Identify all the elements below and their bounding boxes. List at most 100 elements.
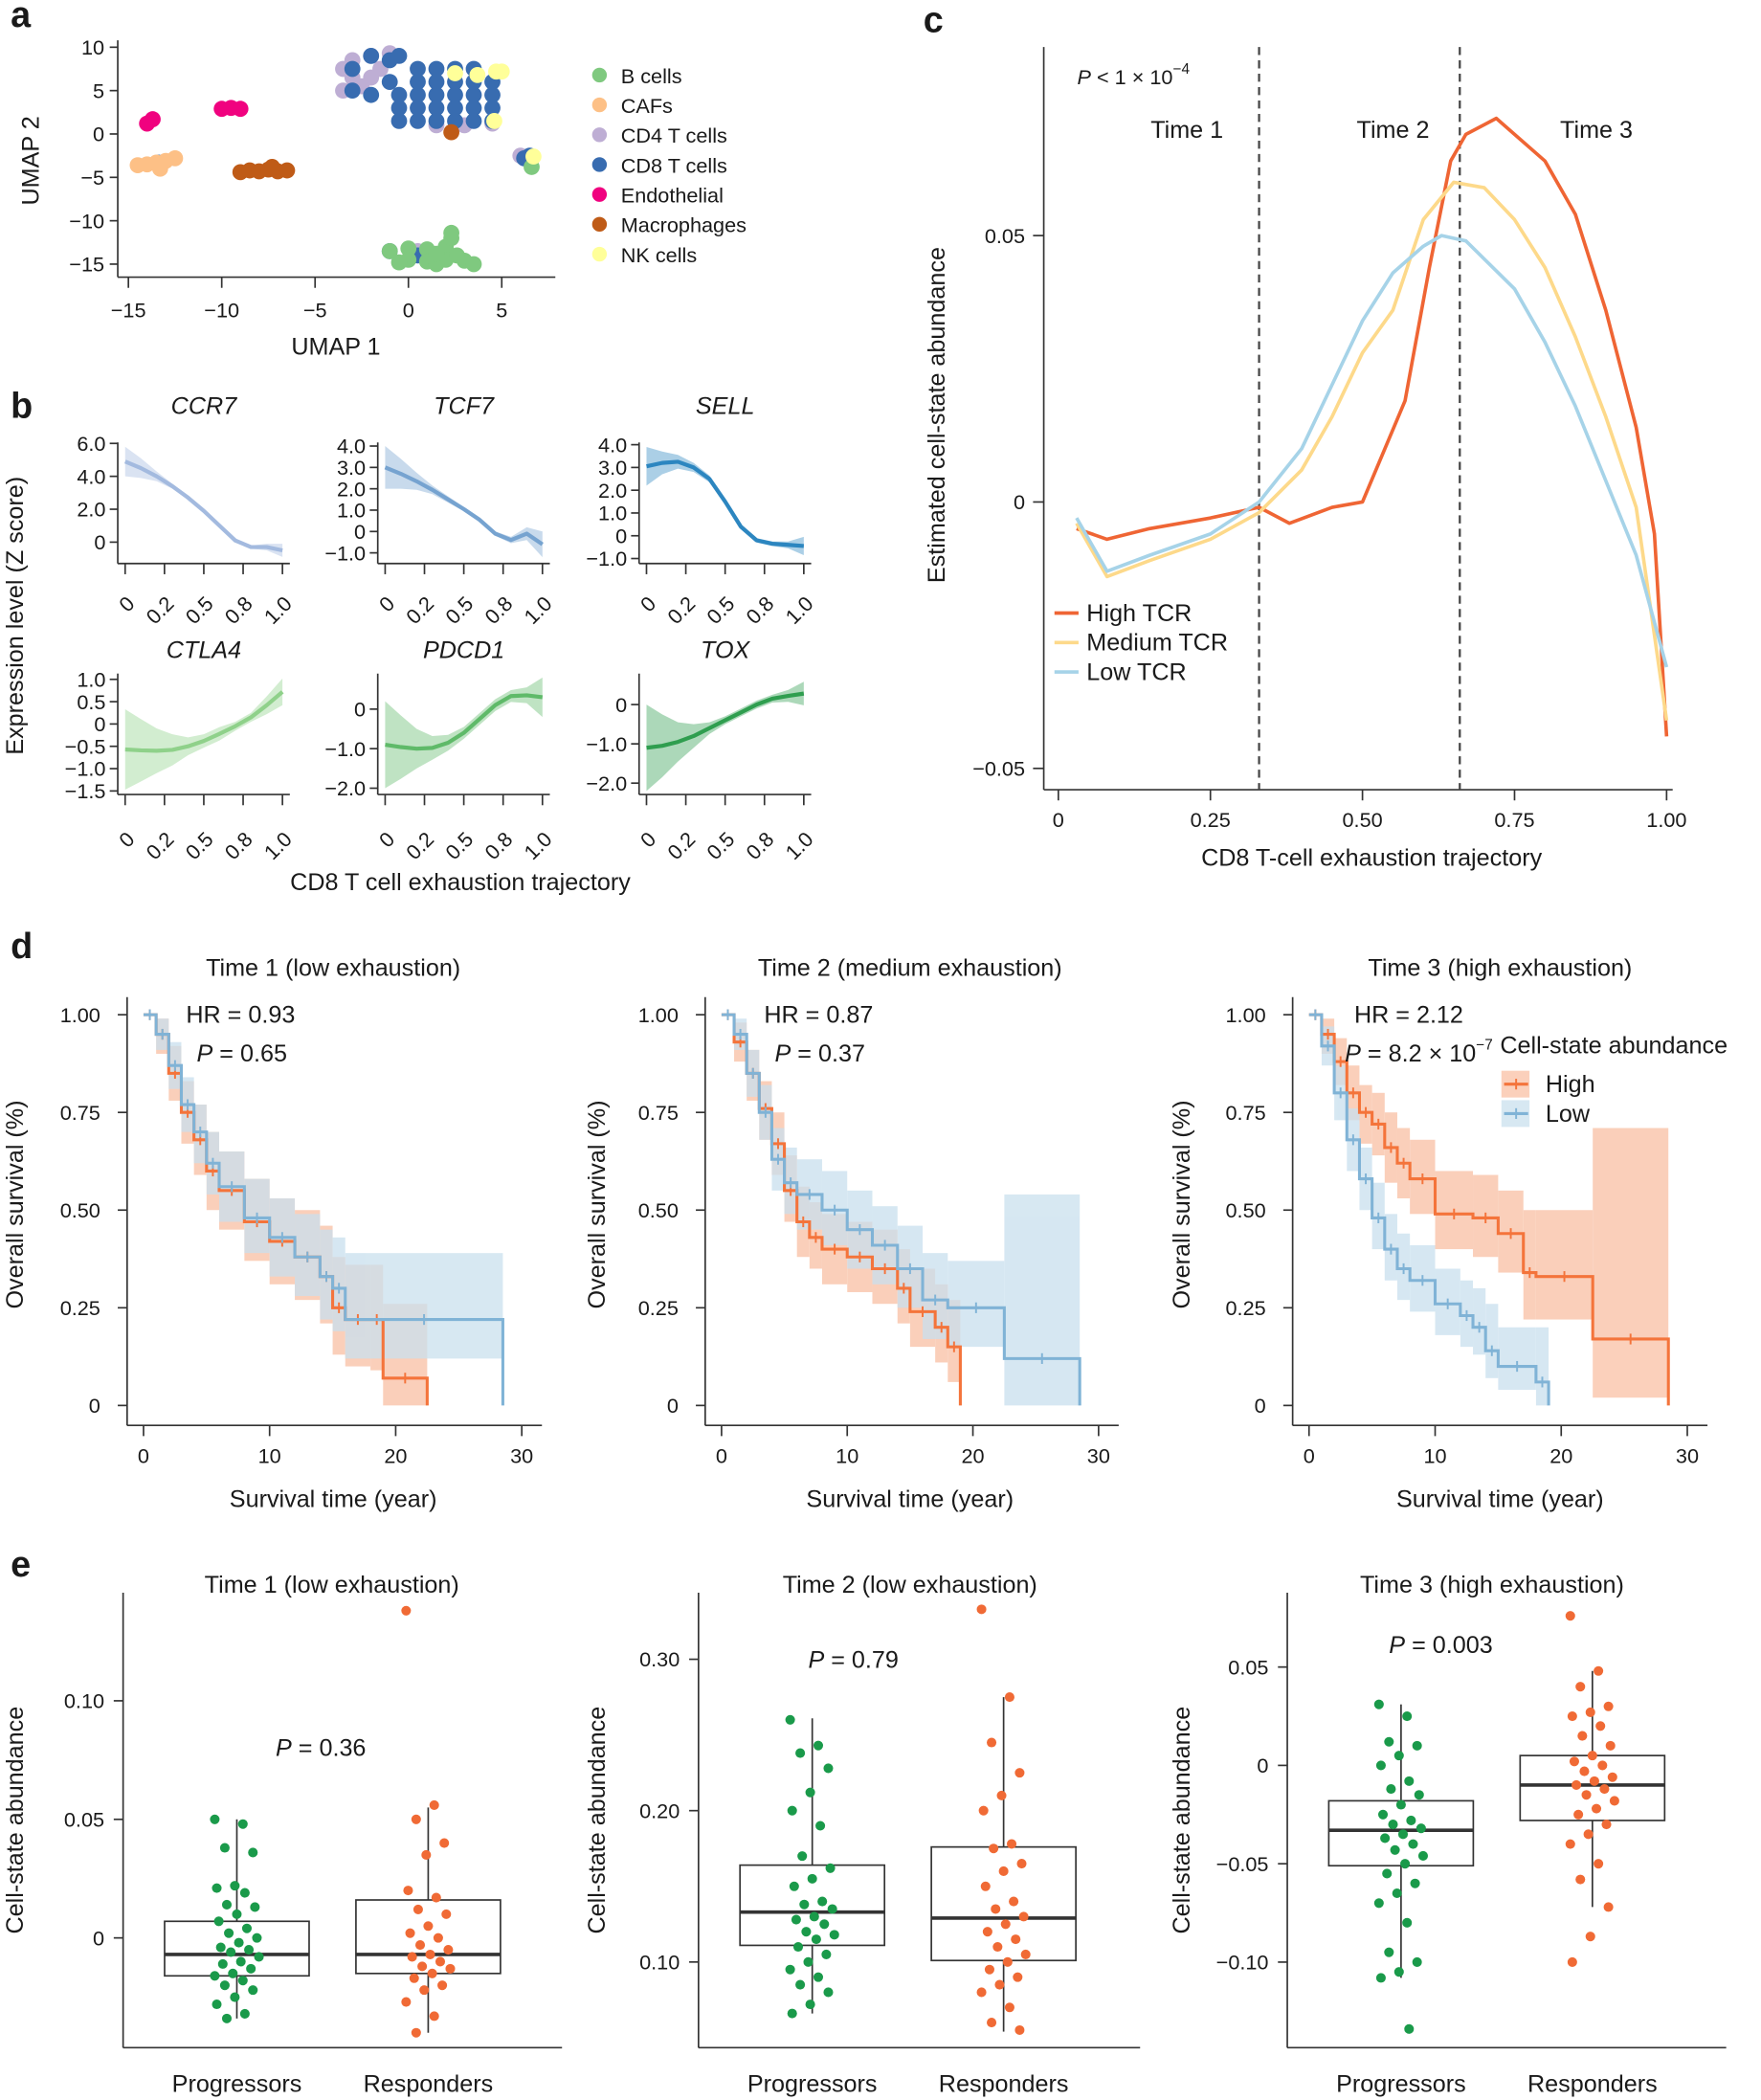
p-value: = 0.79 xyxy=(824,1646,899,1673)
x-tick-label: 0.2 xyxy=(142,592,179,629)
data-point xyxy=(994,1979,1005,1990)
data-point xyxy=(219,1980,230,1991)
p-label: P xyxy=(276,1735,292,1762)
y-tick-label: 2.0 xyxy=(337,477,366,501)
data-point xyxy=(1579,1766,1590,1776)
data-point xyxy=(799,1899,810,1910)
data-point xyxy=(1591,1803,1602,1814)
y-tick-label: 6.0 xyxy=(77,432,105,456)
data-point xyxy=(1395,1799,1406,1810)
x-tick-label: −15 xyxy=(111,298,146,322)
p-value-text: P = 0.65 xyxy=(197,1040,287,1067)
y-tick-label: −1.0 xyxy=(324,541,366,565)
ci-band-segment xyxy=(1498,1327,1536,1391)
x-category-label: Progressors xyxy=(747,2070,878,2097)
data-point xyxy=(1572,1779,1582,1790)
data-point xyxy=(805,1787,815,1798)
data-point xyxy=(1607,1772,1617,1782)
data-point xyxy=(1609,1796,1619,1806)
data-point xyxy=(429,2011,439,2022)
data-point xyxy=(1009,1896,1019,1907)
y-axis-label: Overall survival (%) xyxy=(1169,1100,1195,1308)
data-point xyxy=(1018,1911,1029,1922)
x-category-label: Responders xyxy=(1527,2070,1658,2097)
data-point xyxy=(992,1941,1003,1953)
x-axis-label: Survival time (year) xyxy=(806,1486,1014,1512)
data-point xyxy=(254,1952,264,1962)
data-point xyxy=(449,247,465,264)
p-value-text: P = 0.003 xyxy=(1389,1632,1492,1659)
y-tick-label: 0.75 xyxy=(1226,1101,1266,1125)
y-axis-label: Estimated cell-state abundance xyxy=(924,247,950,583)
x-axis-label: UMAP 1 xyxy=(291,334,380,361)
data-point xyxy=(1412,1740,1422,1751)
gene-plot-tcf7: TCF7−1.001.02.03.04.00 0.2 0.5 0.8 1.0 xyxy=(324,393,556,629)
p-value: = 8.2 × 10 xyxy=(1361,1040,1476,1067)
data-point xyxy=(1601,1820,1612,1830)
legend-label: B cells xyxy=(621,64,682,88)
y-tick-label: 0.50 xyxy=(1226,1198,1266,1222)
data-point xyxy=(167,149,184,167)
data-point xyxy=(815,1821,826,1831)
data-point xyxy=(411,1814,421,1824)
y-tick-label: 0.05 xyxy=(64,1807,104,1831)
data-point xyxy=(390,48,408,64)
series-line-high-tcr xyxy=(1076,116,1669,737)
data-point xyxy=(428,60,445,78)
data-point xyxy=(984,1964,994,1975)
x-tick-label: 20 xyxy=(384,1443,407,1467)
data-point xyxy=(989,1843,999,1854)
data-point xyxy=(151,160,168,177)
data-point xyxy=(484,100,501,117)
survival-curve-low xyxy=(1308,1013,1550,1406)
p-text: < 1 × 10 xyxy=(1091,65,1173,89)
trend-line xyxy=(124,690,284,753)
y-axis-label: Overall survival (%) xyxy=(584,1100,611,1308)
y-tick-label: 1.00 xyxy=(60,1003,100,1027)
x-tick-label: 0.5 xyxy=(702,827,739,864)
data-point xyxy=(279,162,296,179)
data-point xyxy=(1002,1956,1013,1967)
legend-label: Low xyxy=(1546,1101,1591,1128)
data-point xyxy=(390,254,408,271)
data-point xyxy=(807,1873,817,1884)
legend-label: CAFs xyxy=(621,94,673,118)
data-point xyxy=(1573,1809,1584,1820)
data-point xyxy=(785,1714,795,1725)
p-value-text: P = 0.37 xyxy=(775,1040,865,1067)
boxplot-time-3: Time 3 (high exhaustion) −0.10 −0.05 0 0.05 P… xyxy=(1169,1572,1727,2097)
y-tick-label: 1.00 xyxy=(638,1003,679,1027)
ci-band-segment xyxy=(1473,1287,1486,1355)
p-label: P xyxy=(808,1646,824,1673)
data-point xyxy=(525,148,542,165)
y-tick-label: 1.0 xyxy=(337,499,366,523)
x-tick-label: 20 xyxy=(961,1443,984,1467)
data-point xyxy=(237,1819,248,1829)
x-tick-label: 0.5 xyxy=(440,592,478,629)
y-tick-label: 0.75 xyxy=(60,1101,100,1125)
x-tick-label: 0.50 xyxy=(1343,808,1383,832)
y-tick-label: 0 xyxy=(615,693,627,717)
plot-title: Time 3 (high exhaustion) xyxy=(1360,1572,1624,1598)
x-tick-label: 1.0 xyxy=(520,592,557,629)
x-axis-label: Survival time (year) xyxy=(1396,1486,1604,1512)
data-point xyxy=(484,86,501,103)
data-point xyxy=(212,1999,222,2010)
y-tick-label: 1.0 xyxy=(598,502,627,525)
y-tick-label: −1.5 xyxy=(65,779,106,803)
confidence-band xyxy=(124,678,283,790)
data-point xyxy=(827,1904,837,1914)
gene-title: PDCD1 xyxy=(423,637,504,663)
data-point xyxy=(428,245,445,262)
data-point xyxy=(1373,1699,1384,1709)
data-point xyxy=(825,1863,836,1873)
data-point xyxy=(410,112,426,129)
x-tick-label: −5 xyxy=(303,298,327,322)
y-tick-label: −0.10 xyxy=(1216,1951,1269,1975)
data-point xyxy=(428,74,445,90)
data-point xyxy=(1589,1776,1599,1786)
x-tick-label: 1.0 xyxy=(781,592,818,629)
data-point xyxy=(419,1985,430,1996)
y-axis-label: Cell-state abundance xyxy=(1169,1707,1195,1934)
y-tick-label: 0 xyxy=(89,1394,100,1418)
